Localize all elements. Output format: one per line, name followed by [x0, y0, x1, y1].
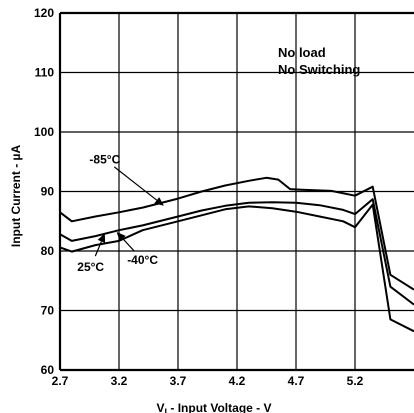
y-axis-label: Input Current - µA [9, 145, 23, 248]
annotation-arrow-head [116, 231, 126, 242]
x-tick-label: 3.7 [170, 374, 187, 388]
curve-label-3: -40°C [127, 253, 158, 267]
annotation-arrow-head [97, 233, 106, 243]
y-tick-label: 60 [41, 363, 55, 377]
x-tick-label: 5.2 [347, 374, 364, 388]
x-axis-label-main: V [157, 401, 165, 413]
annotation-arrow-line [122, 238, 135, 252]
y-tick-label: 100 [34, 125, 54, 139]
series-line-3 [59, 203, 414, 333]
x-axis-label: VI - Input Voltage - V [157, 401, 272, 413]
x-tick-label: 4.7 [288, 374, 305, 388]
annotation-arrow-line [94, 241, 102, 257]
curve-label-1: -85°C [89, 153, 120, 167]
curve-label-2: 25°C [77, 260, 104, 274]
annotation-arrow-line [113, 166, 158, 201]
x-axis-label-rest: - Input Voltage - V [167, 401, 271, 413]
x-tick-label: 2.7 [52, 374, 69, 388]
plot-frame [58, 11, 414, 372]
x-tick-label: 4.2 [229, 374, 246, 388]
tick-labels: 2.7 3.2 3.7 4.2 4.7 5.2 60 70 80 90 100 110 120 [34, 6, 364, 388]
note-line-2: No Switching [278, 62, 360, 77]
series-line-1 [59, 176, 414, 291]
annotations: -85°C 25°C -40°C [77, 153, 164, 274]
annotation-arrow-head [154, 197, 164, 206]
series-line-2 [59, 198, 414, 306]
y-tick-label: 80 [41, 244, 55, 258]
y-tick-label: 90 [41, 185, 55, 199]
y-tick-label: 110 [35, 66, 55, 80]
grid [59, 12, 414, 371]
notes-box: No load No Switching [278, 45, 360, 77]
x-axis-label-subscript: I [165, 407, 168, 413]
curves [59, 176, 414, 333]
y-tick-label: 120 [34, 6, 54, 20]
x-tick-label: 3.2 [111, 374, 128, 388]
note-line-1: No load [278, 45, 326, 60]
y-tick-label: 70 [41, 304, 55, 318]
